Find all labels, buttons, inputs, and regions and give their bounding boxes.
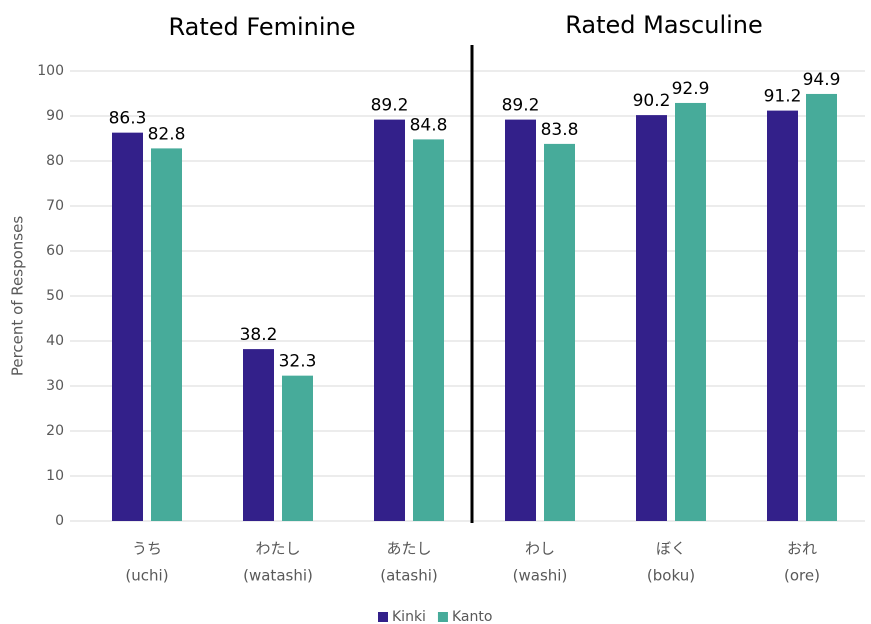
y-tick-label: 80 [46,153,64,169]
y-tick-label: 10 [46,468,64,484]
value-label: 91.2 [764,87,802,107]
y-tick-label: 70 [46,198,64,214]
legend-label: Kinki [392,609,426,624]
y-tick-label: 100 [37,63,64,79]
x-tick-label: (ore) [784,567,820,585]
x-tick-label: (washi) [513,567,568,585]
bar [151,148,182,521]
legend-swatch [437,612,448,622]
value-label: 32.3 [279,352,317,372]
x-tick-label: (atashi) [380,567,437,585]
y-tick-label: 40 [46,333,64,349]
bar [505,119,536,521]
value-label: 89.2 [371,96,409,116]
value-label: 38.2 [240,325,278,345]
y-tick-label: 0 [55,513,64,529]
y-tick-label: 90 [46,108,64,124]
x-tick-label: (watashi) [243,567,313,585]
x-tick-label: ぼく [656,540,686,558]
bar [767,110,798,521]
bar [636,115,667,521]
annotation: Rated Feminine [168,13,355,41]
value-label: 90.2 [633,91,671,111]
x-tick-label: うち [132,540,162,558]
value-label: 92.9 [672,79,710,99]
x-tick-label: おれ [787,540,817,558]
y-tick-label: 20 [46,423,64,439]
value-label: 89.2 [502,96,540,116]
x-tick-label: (boku) [647,567,695,585]
bar [374,119,405,521]
x-tick-label: わたし [255,540,300,558]
bar [282,375,313,521]
value-label: 94.9 [803,70,841,90]
annotation: Rated Masculine [565,11,763,39]
y-tick-label: 60 [46,243,64,259]
legend-swatch [378,612,388,622]
value-label: 83.8 [541,120,579,140]
x-tick-label: (uchi) [125,567,168,585]
bar [413,139,444,521]
bar [806,93,837,521]
x-tick-label: わし [525,540,555,558]
value-label: 82.8 [148,124,186,144]
bar [675,102,706,521]
bar [544,143,575,521]
legend-label: Kanto [452,609,492,624]
bar [112,132,143,521]
y-axis-label: Percent of Responses [9,216,27,376]
x-tick-label: あたし [386,540,431,558]
y-tick-label: 30 [46,378,64,394]
value-label: 84.8 [410,115,448,135]
value-label: 86.3 [109,109,147,129]
y-tick-label: 50 [46,288,64,304]
bar [243,349,274,521]
